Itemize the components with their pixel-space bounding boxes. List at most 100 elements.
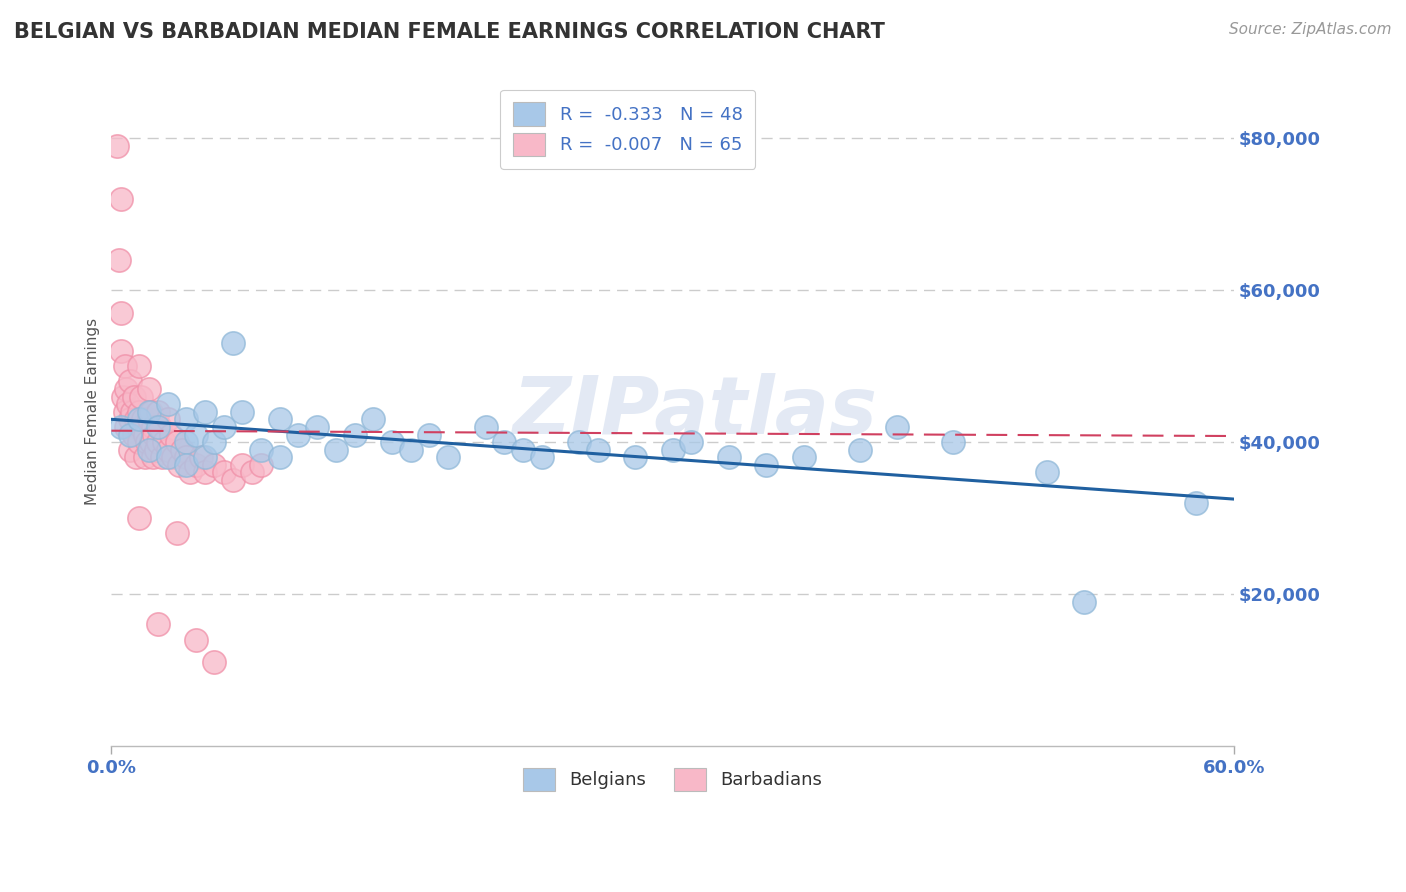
Point (138, 382, 160, 396)
Point (250, 458, 273, 472)
Point (343, 427, 366, 442)
Point (166, 435, 188, 450)
Point (717, 450, 740, 465)
Point (202, 656, 225, 670)
Point (110, 192, 132, 206)
Point (156, 412, 179, 426)
Text: BELGIAN VS BARBADIAN MEDIAN FEMALE EARNINGS CORRELATION CHART: BELGIAN VS BARBADIAN MEDIAN FEMALE EARNI… (14, 22, 884, 42)
Y-axis label: Median Female Earnings: Median Female Earnings (86, 318, 100, 505)
Point (125, 412, 148, 426)
Point (150, 450, 173, 465)
Point (162, 450, 184, 465)
Point (190, 450, 212, 465)
Point (131, 390, 153, 404)
Point (568, 435, 591, 450)
Point (586, 442, 609, 457)
Point (114, 359, 136, 373)
Point (128, 412, 150, 426)
Point (212, 420, 235, 434)
Point (134, 450, 156, 465)
Point (661, 442, 683, 457)
Point (139, 435, 162, 450)
Point (269, 412, 291, 426)
Point (755, 458, 778, 472)
Point (167, 458, 190, 472)
Point (120, 442, 142, 457)
Point (156, 450, 179, 465)
Point (886, 420, 908, 434)
Point (115, 420, 138, 434)
Point (115, 382, 138, 396)
Point (184, 458, 207, 472)
Point (111, 390, 134, 404)
Point (138, 405, 160, 419)
Point (250, 442, 273, 457)
Point (1036, 466, 1059, 480)
Point (148, 420, 170, 434)
Point (174, 435, 197, 450)
Point (105, 138, 128, 153)
Point (212, 466, 235, 480)
Point (194, 466, 217, 480)
Point (1185, 496, 1208, 510)
Point (172, 442, 194, 457)
Point (194, 450, 217, 465)
Point (231, 405, 253, 419)
Point (418, 427, 440, 442)
Point (179, 466, 201, 480)
Point (202, 435, 225, 450)
Point (120, 412, 142, 426)
Point (942, 435, 965, 450)
Point (148, 617, 170, 632)
Point (174, 458, 197, 472)
Point (174, 412, 197, 426)
Point (125, 450, 148, 465)
Point (184, 632, 207, 647)
Point (307, 420, 329, 434)
Point (269, 450, 291, 465)
Point (121, 405, 143, 419)
Text: ZIPatlas: ZIPatlas (513, 373, 877, 450)
Point (134, 427, 156, 442)
Point (139, 405, 162, 419)
Point (530, 450, 553, 465)
Point (287, 427, 309, 442)
Point (325, 442, 347, 457)
Point (128, 359, 150, 373)
Point (132, 412, 155, 426)
Point (624, 450, 647, 465)
Point (166, 526, 188, 541)
Point (117, 397, 139, 411)
Point (152, 435, 174, 450)
Point (114, 405, 136, 419)
Point (494, 435, 516, 450)
Point (131, 420, 153, 434)
Point (148, 435, 170, 450)
Point (149, 420, 172, 434)
Point (399, 442, 422, 457)
Point (174, 450, 197, 465)
Point (145, 442, 167, 457)
Point (202, 458, 225, 472)
Point (108, 252, 131, 267)
Point (363, 412, 385, 426)
Point (143, 427, 166, 442)
Point (184, 427, 207, 442)
Point (156, 442, 179, 457)
Point (138, 412, 160, 426)
Point (222, 336, 245, 351)
Point (222, 473, 245, 487)
Point (148, 405, 170, 419)
Point (160, 427, 183, 442)
Point (474, 420, 496, 434)
Text: Source: ZipAtlas.com: Source: ZipAtlas.com (1229, 22, 1392, 37)
Point (381, 435, 404, 450)
Point (138, 442, 160, 457)
Legend: Belgians, Barbadians: Belgians, Barbadians (510, 756, 835, 804)
Point (110, 306, 132, 320)
Point (156, 397, 179, 411)
Point (128, 435, 150, 450)
Point (793, 450, 815, 465)
Point (437, 450, 460, 465)
Point (128, 405, 150, 419)
